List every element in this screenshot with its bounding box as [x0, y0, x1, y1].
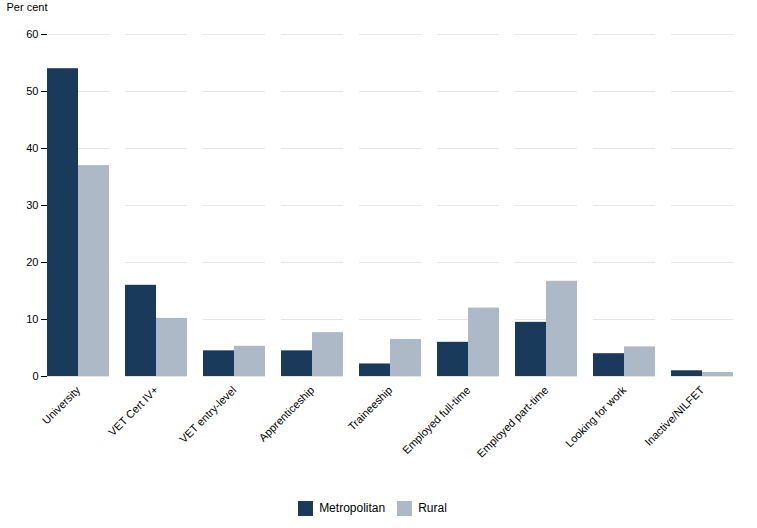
html-text:Metropolitan: Metropolitan — [319, 501, 386, 515]
svg-text:VET Cert IV+: VET Cert IV+ — [106, 384, 160, 438]
svg-text:Apprenticeship: Apprenticeship — [256, 384, 316, 444]
svg-text:10: 10 — [26, 313, 38, 325]
svg-text:Employed full-time: Employed full-time — [400, 384, 472, 456]
svg-text:Inactive/NILFET: Inactive/NILFET — [642, 384, 706, 448]
svg-text:Looking for work: Looking for work — [563, 383, 629, 449]
svg-text:20: 20 — [26, 256, 38, 268]
html-text:Rural: Rural — [418, 501, 447, 515]
svg-text:Traineeship: Traineeship — [346, 384, 395, 433]
svg-text:VET entry-level: VET entry-level — [177, 384, 239, 446]
svg-text:University: University — [40, 383, 83, 426]
svg-text:40: 40 — [26, 142, 38, 154]
svg-text:Per cent: Per cent — [7, 1, 48, 13]
svg-text:30: 30 — [26, 199, 38, 211]
svg-text:0: 0 — [32, 370, 38, 382]
svg-text:50: 50 — [26, 85, 38, 97]
svg-text:Employed part-time: Employed part-time — [474, 384, 550, 460]
svg-text:60: 60 — [26, 28, 38, 40]
